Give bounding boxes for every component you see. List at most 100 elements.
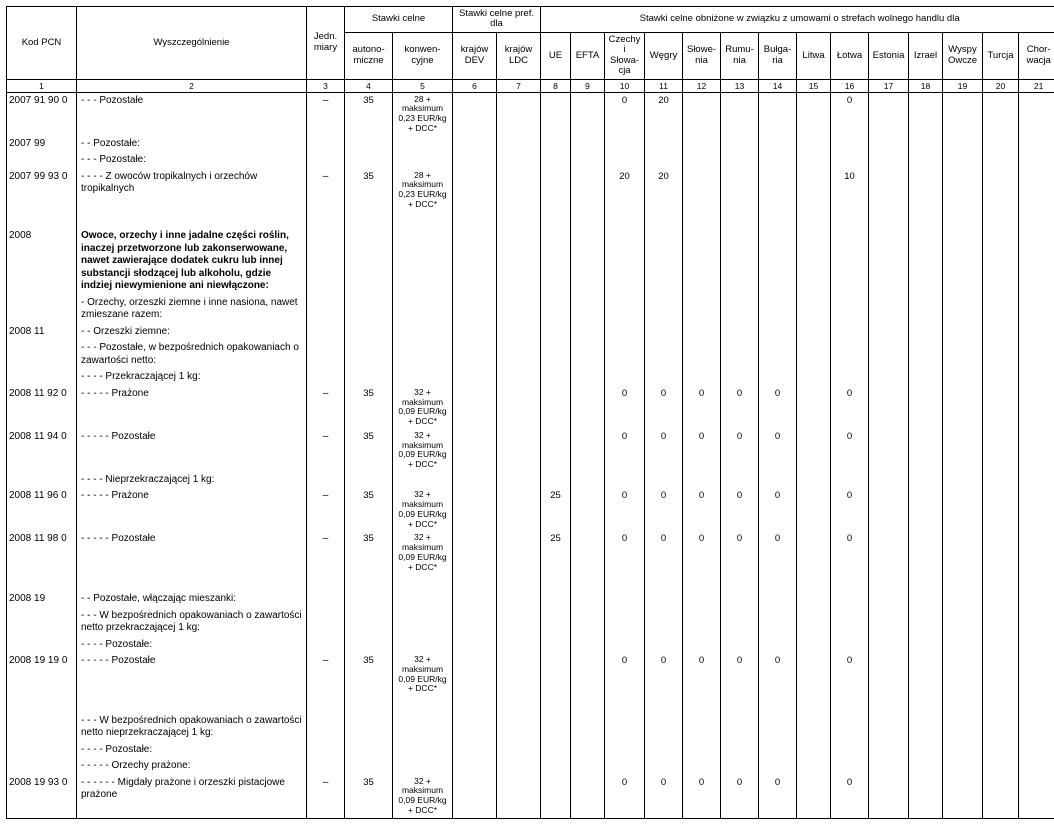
value-cell [571,653,605,696]
value-cell [605,369,645,386]
value-cell [909,653,943,696]
desc-cell: - - - - Pozostałe: [77,637,307,654]
value-cell [645,758,683,775]
value-cell [831,713,869,742]
value-cell [943,575,983,592]
code-cell [7,369,77,386]
value-cell: 35 [345,429,393,472]
desc-cell: - - - Pozostałe [77,92,307,136]
hdr-dev: krajów DEV [453,32,497,79]
value-cell [909,386,943,429]
desc-cell: - - - - - Orzechy prażone: [77,758,307,775]
hdr-czechy: Czechy i Słowa­cja [605,32,645,79]
value-cell [645,152,683,169]
value-cell [797,713,831,742]
value-cell: – [307,775,345,819]
value-cell [909,340,943,369]
colnum-cell: 3 [307,79,345,92]
value-cell [943,369,983,386]
value-cell [571,758,605,775]
value-cell [497,608,541,637]
colnum-cell: 7 [497,79,541,92]
value-cell [571,775,605,819]
value-cell [869,340,909,369]
value-cell [909,324,943,341]
value-cell [393,369,453,386]
value-cell [943,152,983,169]
value-cell [571,742,605,759]
value-cell [541,136,571,153]
colnum-cell: 1 [7,79,77,92]
colnum-cell: 20 [983,79,1019,92]
value-cell: 0 [831,775,869,819]
table-row: 2008 11 96 0- - - - - Prażone–3532 +maks… [7,488,1054,531]
value-cell [909,775,943,819]
value-cell [453,340,497,369]
colnum-cell: 17 [869,79,909,92]
value-cell [1019,608,1054,637]
hdr-stawki: Stawki celne [345,7,453,33]
value-cell [345,152,393,169]
value-cell [797,608,831,637]
value-cell [541,637,571,654]
value-cell [797,340,831,369]
desc-cell: - Orzechy, orzeszki ziemne i inne nasion… [77,295,307,324]
value-cell [1019,152,1054,169]
table-row [7,696,1054,713]
value-cell [759,742,797,759]
value-cell [393,228,453,295]
value-cell [605,637,645,654]
value-cell [453,136,497,153]
value-cell [645,713,683,742]
value-cell: 0 [721,386,759,429]
value-cell [497,212,541,229]
value-cell [571,591,605,608]
value-cell [453,575,497,592]
value-cell [541,152,571,169]
value-cell [393,324,453,341]
value-cell [943,169,983,212]
value-cell [683,136,721,153]
value-cell [453,228,497,295]
value-cell [983,136,1019,153]
desc-cell: - - - W bezpośrednich opakowaniach o zaw… [77,608,307,637]
value-cell [943,228,983,295]
value-cell [1019,340,1054,369]
value-cell [605,591,645,608]
value-cell [605,152,645,169]
value-cell [797,136,831,153]
value-cell [541,212,571,229]
colnum-cell: 13 [721,79,759,92]
value-cell [1019,92,1054,136]
value-cell [869,591,909,608]
value-cell [645,472,683,489]
table-row: 2008 11 94 0- - - - - Pozostałe–3532 +ma… [7,429,1054,472]
value-cell [1019,386,1054,429]
value-cell [571,575,605,592]
value-cell [721,591,759,608]
value-cell [983,324,1019,341]
hdr-wegry: Węgry [645,32,683,79]
value-cell: 10 [831,169,869,212]
value-cell [869,637,909,654]
value-cell: 28 +maksimum0,23 EUR/kg+ DCC* [393,169,453,212]
value-cell [453,775,497,819]
value-cell [345,212,393,229]
value-cell: 0 [721,429,759,472]
value-cell [797,591,831,608]
value-cell [943,472,983,489]
value-cell: 35 [345,775,393,819]
table-row: - - - W bezpośrednich opakowaniach o zaw… [7,713,1054,742]
desc-cell [77,696,307,713]
value-cell [869,758,909,775]
value-cell [453,608,497,637]
value-cell: 0 [605,92,645,136]
value-cell [797,696,831,713]
value-cell [869,531,909,574]
value-cell [1019,637,1054,654]
table-row: - - - - Nieprzekraczającej 1 kg: [7,472,1054,489]
value-cell: 0 [605,653,645,696]
value-cell [983,169,1019,212]
value-cell [541,92,571,136]
value-cell: 0 [721,488,759,531]
